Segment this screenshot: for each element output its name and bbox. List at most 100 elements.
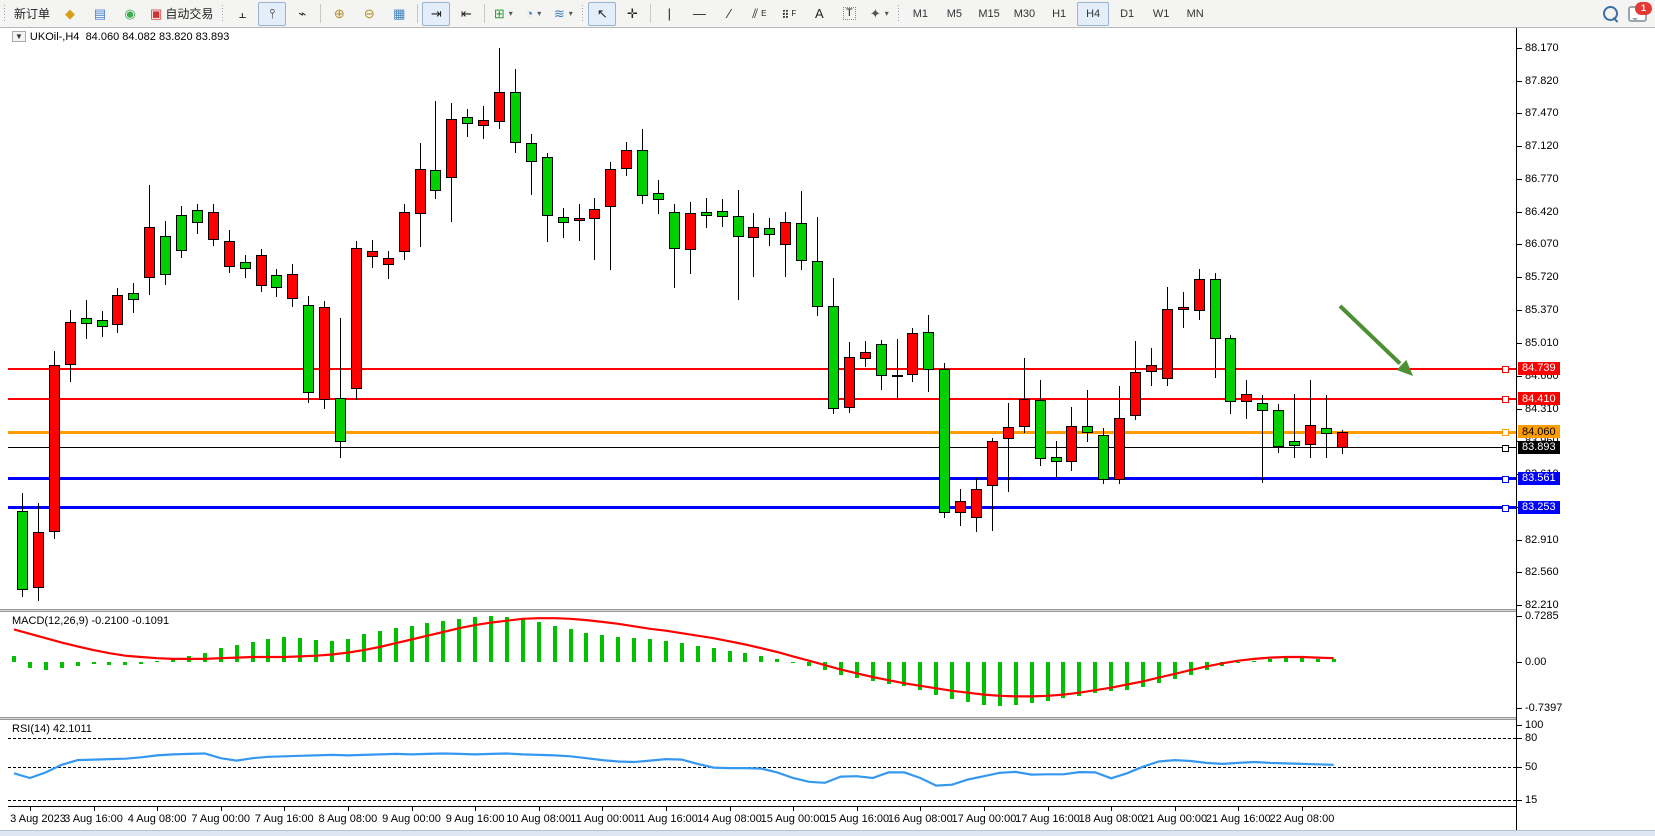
time-axis-tick [602, 807, 604, 811]
periods-button[interactable]: ◔ ▾ [525, 6, 542, 21]
price-level-line-83.253[interactable] [8, 506, 1516, 510]
timeframe-button-m30[interactable]: M30 [1013, 7, 1036, 20]
rsi-indicator-panel[interactable]: RSI(14) 42.1011 [8, 720, 1516, 806]
candle-body [542, 157, 553, 216]
time-axis[interactable]: 3 Aug 2023 3 Aug 16:00 4 Aug 08:00 7 Aug 00… [8, 806, 1516, 831]
macd-histogram-bar [76, 662, 80, 666]
price-axis-tick [1517, 244, 1522, 246]
time-axis-label: 22 Aug 08:00 [1269, 813, 1335, 825]
one-click-trading-toggle[interactable]: ▼ [12, 31, 26, 42]
zoom-in-button[interactable]: ⊕ [333, 6, 345, 21]
fibonacci-tool-button[interactable]: ᎒᎒ F [782, 6, 797, 21]
cursor-tool-button[interactable]: ↖ [588, 1, 617, 26]
candle-body [589, 209, 600, 219]
level-line-handle[interactable] [1502, 429, 1509, 437]
price-chart-panel[interactable]: ▼ UKOil-,H4 84.060 84.082 83.820 83.893 [8, 28, 1516, 609]
candle-body [1225, 338, 1236, 402]
level-line-handle[interactable] [1502, 365, 1509, 373]
panel-splitter[interactable] [0, 717, 1655, 720]
auto-trading-button[interactable]: ▣ 自动交易 [150, 6, 214, 21]
market-watch-icon[interactable]: ◆ [65, 6, 76, 21]
price-axis-label: 82.910 [1525, 533, 1559, 546]
price-axis-tick [1517, 309, 1522, 311]
price-axis-tick [1517, 408, 1522, 410]
macd-histogram-bar [537, 622, 541, 662]
candle-body [383, 258, 394, 265]
horizontal-line-tool-button[interactable]: — [692, 6, 706, 21]
candle-body [192, 210, 203, 223]
text-tool-button[interactable]: A [814, 6, 824, 21]
candle-body [176, 215, 187, 251]
crosshair-tool-button[interactable]: ✛ [626, 6, 638, 21]
zoom-out-button[interactable]: ⊖ [363, 6, 375, 21]
macd-histogram-bar [251, 642, 255, 662]
time-axis-label: 16 Aug 08:00 [887, 813, 953, 825]
price-level-line-83.893[interactable] [8, 447, 1516, 449]
price-axis-label: 86.420 [1525, 205, 1559, 218]
candle-body [717, 211, 728, 217]
macd-histogram-bar [1046, 662, 1050, 701]
search-icon[interactable] [1603, 6, 1618, 21]
macd-histogram-bar [330, 641, 334, 662]
candle-body [733, 216, 744, 237]
candle-body [1114, 418, 1125, 480]
macd-histogram-bar [712, 648, 716, 662]
indicators-button[interactable]: ≋ ▾ [553, 6, 573, 21]
level-line-handle[interactable] [1502, 396, 1509, 404]
price-level-badge-83.253: 83.253 [1518, 500, 1560, 514]
chat-icon[interactable]: 1 [1628, 1, 1652, 22]
macd-histogram-bar [219, 648, 223, 662]
price-axis-tick [1517, 80, 1522, 82]
timeframe-button-mn[interactable]: MN [1186, 7, 1204, 20]
trendline-tool-button[interactable]: ∕ [728, 6, 731, 21]
price-axis[interactable]: 88.170 87.820 87.470 87.120 86.770 86.420 86.0… [1516, 28, 1655, 830]
new-chart-button[interactable]: ⊞ ▾ [493, 6, 513, 21]
bar-chart-button[interactable]: ⫠ [238, 6, 247, 21]
timeframe-button-m1[interactable]: M1 [912, 7, 928, 20]
time-axis-tick [157, 807, 159, 811]
arrows-tool-button[interactable]: ✦ ▾ [869, 6, 889, 21]
new-order-button[interactable]: 新订单 [10, 2, 54, 26]
macd-histogram-bar [648, 639, 652, 662]
price-level-line-84.410[interactable] [8, 398, 1516, 401]
timeframe-button-m5[interactable]: M5 [946, 7, 962, 20]
candlestick-chart-button[interactable]: ⫯ [258, 1, 287, 26]
navigator-icon[interactable]: ◉ [124, 6, 136, 21]
price-axis-tick [1517, 376, 1522, 378]
timeframe-button-h1[interactable]: H1 [1052, 7, 1067, 20]
auto-scroll-button[interactable]: ⇥ [422, 1, 451, 26]
timeframe-button-m15[interactable]: M15 [978, 7, 1000, 20]
data-window-icon[interactable]: ▤ [93, 6, 107, 21]
price-axis-label: 84.310 [1525, 402, 1559, 415]
line-chart-button[interactable]: ⌁ [298, 6, 307, 21]
timeframe-button-w1[interactable]: W1 [1152, 7, 1170, 20]
price-level-line-84.060[interactable] [8, 430, 1516, 434]
candle-body [97, 320, 108, 327]
price-axis-label: 87.470 [1525, 107, 1559, 120]
text-label-tool-button[interactable]: T [835, 2, 863, 26]
vertical-line-tool-button[interactable]: | [667, 6, 672, 21]
candle-body [510, 92, 521, 143]
toolbar-drag-handle[interactable] [2, 4, 7, 23]
macd-indicator-panel[interactable]: MACD(12,26,9) -0.2100 -0.1091 [8, 612, 1516, 717]
candle-body [987, 441, 998, 486]
price-level-badge-84.060: 84.060 [1518, 425, 1560, 439]
level-line-handle[interactable] [1502, 444, 1509, 452]
level-line-handle[interactable] [1502, 475, 1509, 483]
tile-windows-button[interactable]: ▦ [393, 6, 406, 21]
channel-tool-button[interactable]: ⫽ E [752, 6, 767, 21]
macd-histogram-bar [378, 631, 382, 662]
candle-body [1194, 279, 1205, 311]
macd-histogram-bar [266, 639, 270, 662]
level-line-handle[interactable] [1502, 504, 1509, 512]
panel-splitter[interactable] [0, 609, 1655, 612]
price-level-line-84.739[interactable] [8, 367, 1516, 370]
price-level-line-83.561[interactable] [8, 477, 1516, 481]
timeframe-button-d1[interactable]: D1 [1120, 7, 1135, 20]
candle-body [574, 218, 585, 221]
candle-body [224, 241, 235, 267]
chart-shift-button[interactable]: ⇤ [460, 6, 472, 21]
macd-histogram-bar [998, 662, 1002, 706]
timeframe-button-h4[interactable]: H4 [1077, 1, 1110, 26]
time-axis-label: 15 Aug 16:00 [824, 813, 890, 825]
